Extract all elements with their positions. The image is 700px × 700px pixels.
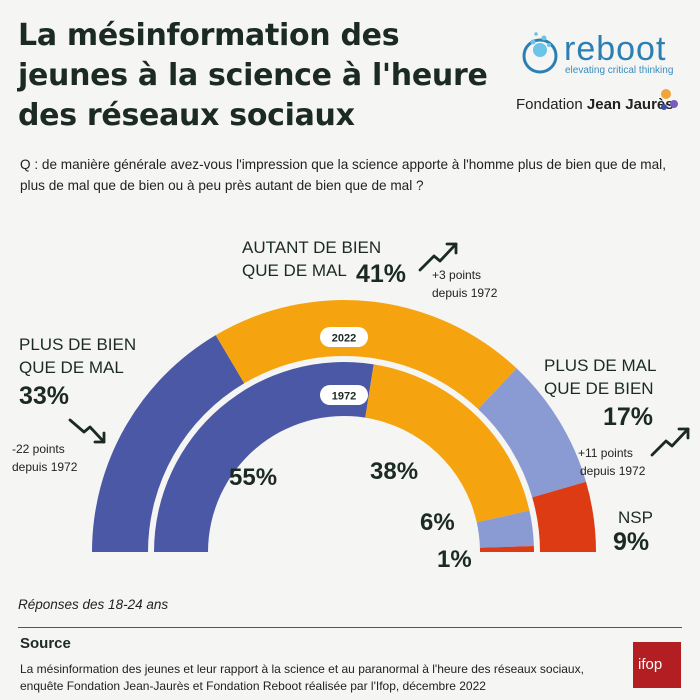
year-pill-1972: 1972 <box>320 385 368 405</box>
label-plus-mal-line1: PLUS DE MAL <box>544 356 657 375</box>
trend-up-arrow-icon <box>650 427 690 457</box>
arc-1972-autant <box>365 364 530 523</box>
fjj-dots-icon <box>661 89 678 110</box>
label-plus-bien-line1: PLUS DE BIEN <box>19 335 137 354</box>
arc-2022-plus-mal <box>478 368 586 498</box>
trend-up-arrow-icon <box>418 242 458 272</box>
label-autant-line2: QUE DE MAL <box>242 261 347 280</box>
arc-1972-nsp <box>479 546 534 552</box>
survey-question: Q : de manière générale avez-vous l'impr… <box>20 157 666 193</box>
label-plus-bien-line2: QUE DE MAL <box>19 358 124 377</box>
value-autant-1972: 38% <box>370 458 419 485</box>
respondents-note: Réponses des 18-24 ans <box>18 597 169 612</box>
arc-1972-plus-mal <box>476 510 534 548</box>
fjj-name: Jean Jaurès <box>586 96 674 113</box>
value-plus-mal-2022: 17% <box>603 403 654 431</box>
change-autant-line1: +3 points <box>432 268 482 282</box>
year-pill-2022: 2022 <box>320 327 368 347</box>
arrowhead-icon <box>93 431 106 444</box>
value-nsp-1972: 1% <box>437 546 472 573</box>
value-autant-2022: 41% <box>356 260 407 288</box>
change-plus-mal-line2: depuis 1972 <box>580 464 646 478</box>
arrowhead-icon <box>677 427 690 440</box>
outer-ring-2022 <box>92 300 596 552</box>
label-autant-line1: AUTANT DE BIEN <box>242 238 382 257</box>
year-label-1972: 1972 <box>332 391 356 403</box>
arc-2022-plus-bien <box>92 335 245 552</box>
value-plus-bien-1972: 55% <box>229 464 278 491</box>
fondation-jean-jaures-logo: Fondation Jean Jaurès <box>516 89 686 120</box>
change-plus-bien-line1: -22 points <box>12 442 65 456</box>
reboot-brain-icon <box>522 32 558 74</box>
page-title: La mésinformation des jeunes à la scienc… <box>18 18 488 133</box>
trend-down-arrow-icon <box>68 418 106 444</box>
fjj-prefix: Fondation <box>516 96 587 113</box>
year-label-2022: 2022 <box>332 333 356 345</box>
value-nsp-2022: 9% <box>613 528 650 556</box>
change-plus-bien-line2: depuis 1972 <box>12 460 78 474</box>
reboot-tagline: elevating critical thinking <box>565 65 674 76</box>
source-text: La mésinformation des jeunes et leur rap… <box>20 662 584 693</box>
ifop-logo: ifop <box>633 642 681 688</box>
label-plus-mal-line2: QUE DE BIEN <box>544 379 654 398</box>
divider <box>18 627 682 628</box>
value-plus-mal-1972: 6% <box>420 509 455 536</box>
arc-1972-plus-bien <box>154 362 374 553</box>
value-plus-bien-2022: 33% <box>19 382 70 410</box>
reboot-wordmark: reboot <box>564 30 667 68</box>
change-autant-line2: depuis 1972 <box>432 286 498 300</box>
arc-2022-autant <box>215 300 517 410</box>
inner-ring-1972 <box>154 362 534 553</box>
arrowhead-icon <box>445 242 458 255</box>
reboot-logo: reboot elevating critical thinking <box>520 28 690 78</box>
source-title: Source <box>20 635 71 652</box>
arc-2022-nsp <box>532 481 596 552</box>
change-plus-mal-line1: +11 points <box>578 446 633 460</box>
label-nsp: NSP <box>618 508 653 527</box>
